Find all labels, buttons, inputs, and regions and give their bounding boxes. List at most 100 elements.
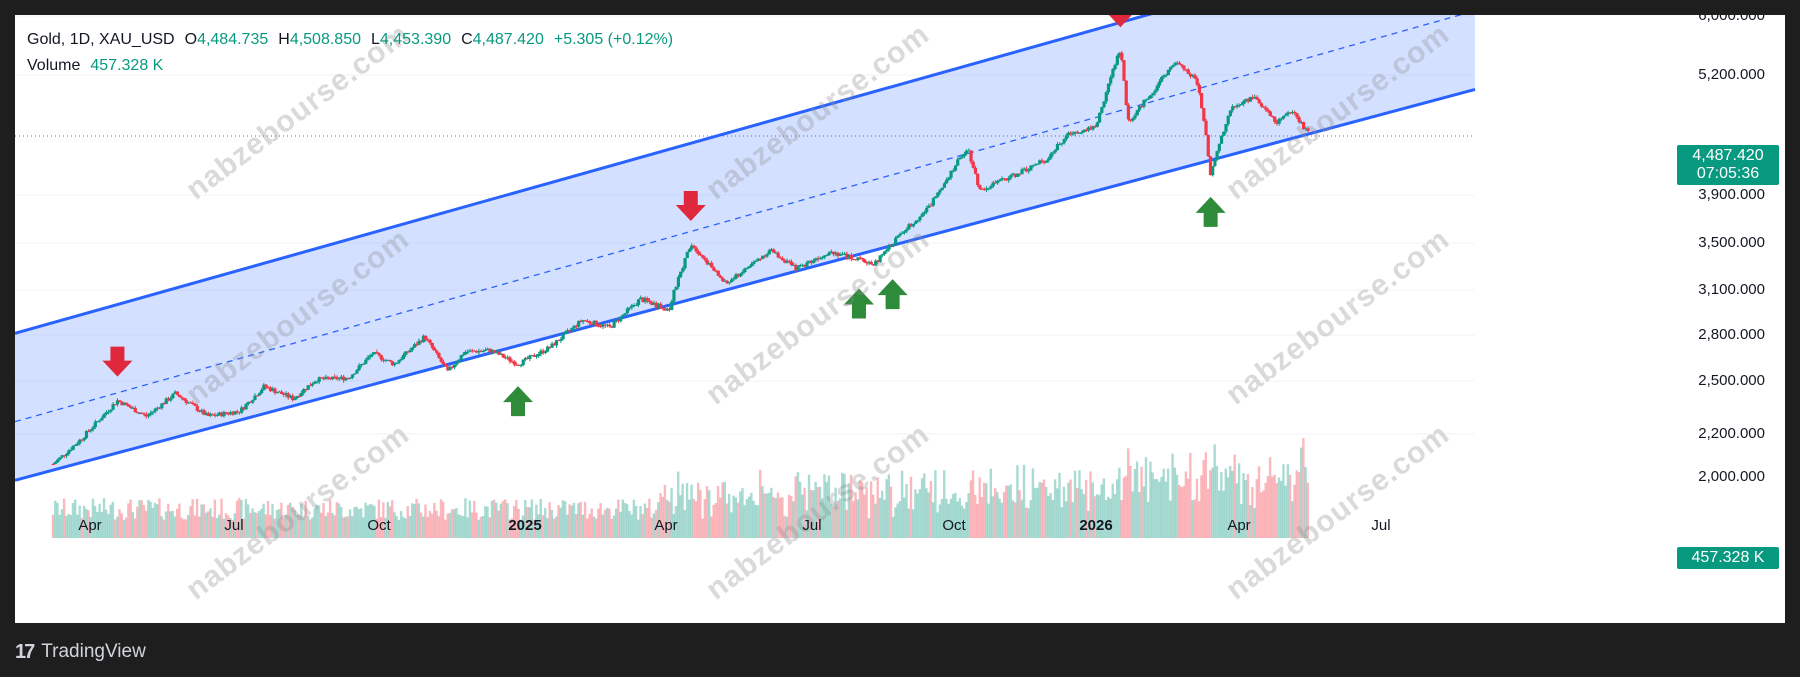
candle-body[interactable] bbox=[1199, 93, 1204, 108]
candle-body[interactable] bbox=[1149, 95, 1153, 99]
candle-body[interactable] bbox=[1211, 166, 1215, 176]
candle-body[interactable] bbox=[1255, 96, 1259, 100]
candle-body[interactable] bbox=[690, 245, 694, 250]
candle-body[interactable] bbox=[936, 192, 940, 197]
candle-body[interactable] bbox=[614, 319, 618, 322]
candle-body[interactable] bbox=[1184, 69, 1188, 71]
candle-body[interactable] bbox=[849, 254, 853, 260]
candle-body[interactable] bbox=[783, 260, 787, 263]
candle-body[interactable] bbox=[417, 340, 421, 345]
candle-body[interactable] bbox=[871, 264, 876, 266]
candle-body[interactable] bbox=[439, 357, 443, 362]
candle-body[interactable] bbox=[1180, 64, 1184, 66]
candle-body[interactable] bbox=[1237, 104, 1241, 106]
candle-body[interactable] bbox=[375, 352, 379, 354]
candle-body[interactable] bbox=[1064, 135, 1068, 140]
up-arrow-marker[interactable] bbox=[503, 386, 534, 417]
candle-body[interactable] bbox=[189, 402, 193, 404]
candle-body[interactable] bbox=[273, 388, 277, 393]
candle-body[interactable] bbox=[388, 359, 392, 362]
candle-body[interactable] bbox=[772, 249, 776, 253]
candle-body[interactable] bbox=[1175, 62, 1179, 64]
candle-body[interactable] bbox=[679, 271, 683, 278]
candle-body[interactable] bbox=[891, 244, 896, 247]
candle-body[interactable] bbox=[596, 325, 601, 327]
candle-body[interactable] bbox=[1013, 173, 1017, 177]
candle-body[interactable] bbox=[466, 351, 470, 353]
candle-body[interactable] bbox=[486, 348, 490, 350]
candle-body[interactable] bbox=[308, 385, 312, 387]
candle-body[interactable] bbox=[978, 185, 982, 189]
candle-body[interactable] bbox=[953, 165, 958, 171]
candle-body[interactable] bbox=[133, 407, 137, 413]
candle-body[interactable] bbox=[412, 344, 417, 348]
candle-body[interactable] bbox=[927, 205, 931, 208]
candle-body[interactable] bbox=[377, 353, 381, 356]
candle-body[interactable] bbox=[244, 403, 248, 410]
candle-body[interactable] bbox=[1233, 106, 1237, 108]
candle-body[interactable] bbox=[583, 320, 587, 322]
candle-body[interactable] bbox=[160, 403, 164, 409]
candle-body[interactable] bbox=[876, 260, 880, 262]
candle-body[interactable] bbox=[659, 303, 663, 308]
candle-body[interactable] bbox=[914, 221, 918, 224]
candle-body[interactable] bbox=[286, 393, 290, 398]
candle-body[interactable] bbox=[656, 303, 661, 308]
candle-body[interactable] bbox=[1098, 112, 1102, 123]
candle-body[interactable] bbox=[945, 179, 949, 184]
candle-body[interactable] bbox=[355, 370, 359, 374]
candle-body[interactable] bbox=[563, 331, 567, 334]
candle-body[interactable] bbox=[111, 404, 115, 410]
candle-body[interactable] bbox=[887, 245, 891, 250]
candle-body[interactable] bbox=[792, 264, 796, 266]
candle-body[interactable] bbox=[257, 393, 261, 396]
candle-body[interactable] bbox=[905, 229, 909, 232]
candle-body[interactable] bbox=[1299, 121, 1303, 123]
candle-body[interactable] bbox=[211, 414, 215, 416]
candle-body[interactable] bbox=[579, 320, 583, 322]
candle-body[interactable] bbox=[736, 274, 740, 277]
candle-body[interactable] bbox=[973, 167, 978, 174]
candle-body[interactable] bbox=[58, 457, 62, 460]
tradingview-logo-icon[interactable]: 17 bbox=[15, 640, 35, 663]
candle-body[interactable] bbox=[1115, 55, 1119, 65]
candle-body[interactable] bbox=[984, 188, 989, 191]
candle-body[interactable] bbox=[357, 365, 361, 371]
candle-body[interactable] bbox=[461, 354, 465, 356]
candle-body[interactable] bbox=[1295, 113, 1299, 118]
candle-body[interactable] bbox=[565, 330, 570, 332]
candle-body[interactable] bbox=[457, 359, 461, 363]
candle-body[interactable] bbox=[506, 357, 510, 359]
candle-body[interactable] bbox=[1060, 143, 1064, 145]
candle-body[interactable] bbox=[284, 393, 288, 395]
candle-body[interactable] bbox=[76, 443, 80, 445]
candle-body[interactable] bbox=[721, 277, 725, 282]
candle-body[interactable] bbox=[446, 366, 450, 371]
channel-upper-line[interactable] bbox=[15, 15, 1315, 335]
candle-body[interactable] bbox=[965, 150, 969, 155]
candle-body[interactable] bbox=[191, 403, 195, 405]
candle-body[interactable] bbox=[302, 389, 306, 394]
candle-body[interactable] bbox=[80, 439, 84, 441]
candle-body[interactable] bbox=[1102, 101, 1106, 108]
candle-body[interactable] bbox=[1113, 64, 1117, 70]
candle-body[interactable] bbox=[264, 384, 268, 388]
candle-body[interactable] bbox=[1164, 75, 1168, 77]
candle-body[interactable] bbox=[537, 353, 541, 357]
candle-body[interactable] bbox=[554, 340, 559, 346]
down-arrow-marker[interactable] bbox=[1105, 15, 1135, 28]
candle-body[interactable] bbox=[1095, 122, 1100, 127]
candle-body[interactable] bbox=[1075, 131, 1080, 133]
candle-body[interactable] bbox=[803, 264, 807, 267]
candle-body[interactable] bbox=[171, 393, 175, 399]
candle-body[interactable] bbox=[177, 394, 182, 398]
candle-body[interactable] bbox=[1073, 131, 1077, 134]
candle-body[interactable] bbox=[723, 280, 727, 282]
candle-body[interactable] bbox=[124, 402, 128, 405]
candle-body[interactable] bbox=[1146, 98, 1150, 100]
candle-body[interactable] bbox=[84, 430, 89, 439]
candle-body[interactable] bbox=[1020, 169, 1024, 175]
candle-body[interactable] bbox=[1235, 105, 1239, 107]
candle-body[interactable] bbox=[1140, 106, 1144, 108]
candle-body[interactable] bbox=[477, 350, 481, 353]
